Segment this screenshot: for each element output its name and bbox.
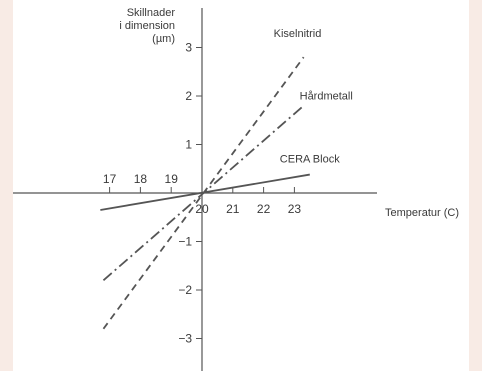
y-tick-label: −3 [178,332,192,346]
y-tick-label: 1 [185,138,192,152]
x-tick-label: 22 [257,202,271,216]
x-tick-label: 17 [103,172,117,186]
x-tick-label: 21 [226,202,240,216]
y-axis-label-line: (µm) [152,33,175,45]
series-label: Kiselnitrid [274,28,322,40]
y-tick-label: −2 [178,283,192,297]
y-axis-label-line: i dimension [119,20,175,32]
y-tick-label: −1 [178,235,192,249]
x-tick-label: 19 [165,172,179,186]
series-label: Hårdmetall [300,91,353,103]
axes [13,8,377,371]
x-tick-label: 20 [195,202,209,216]
y-axis-label-line: Skillnader [127,7,176,19]
series-line [100,173,310,211]
y-tick-label: 3 [185,41,192,55]
series-label: CERA Block [280,154,340,166]
y-axis-label: Skillnader i dimension (µm) [119,7,175,45]
chart-panel: 17 18 19 20 21 22 23 −3 −2 −1 1 2 3 Skillnader i dimen… [13,0,469,371]
x-tick-label: 23 [288,202,302,216]
y-tick-label: 2 [185,89,192,103]
x-tick-label: 18 [134,172,148,186]
series-layer [100,56,310,330]
x-axis-label: Temperatur (C) [385,207,459,219]
